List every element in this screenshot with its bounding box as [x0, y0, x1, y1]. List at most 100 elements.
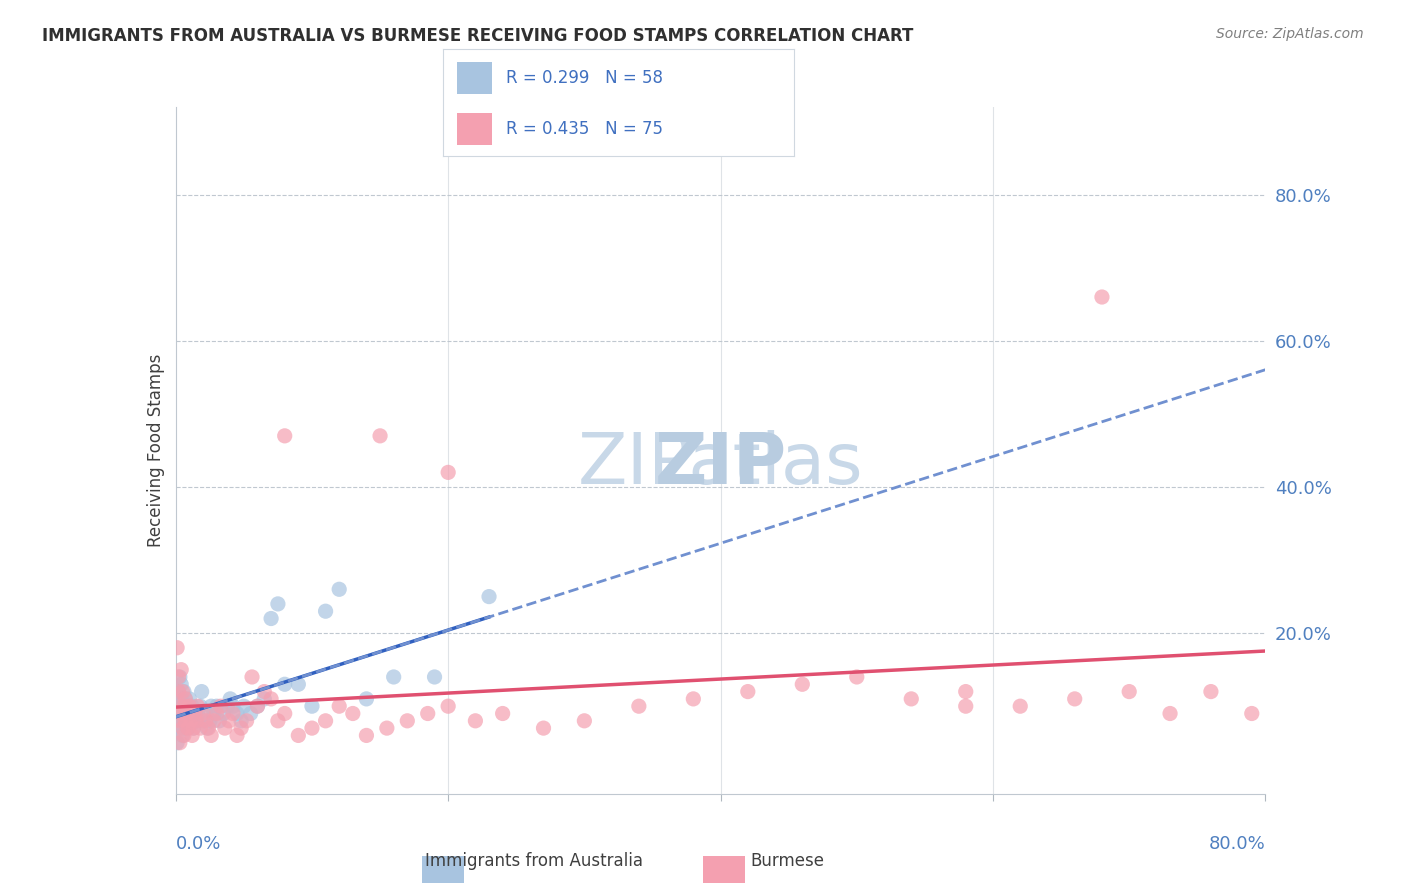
- Point: [1010, 699, 1032, 714]
- Text: ZIPatlas: ZIPatlas: [578, 430, 863, 499]
- Point: [1199, 684, 1222, 698]
- Point: [301, 699, 323, 714]
- Point: [492, 706, 515, 721]
- Point: [167, 684, 190, 698]
- Point: [174, 706, 197, 721]
- Point: [191, 714, 214, 728]
- Point: [205, 706, 228, 721]
- Point: [260, 611, 283, 625]
- Point: [166, 736, 188, 750]
- Point: [200, 728, 222, 742]
- Text: Source: ZipAtlas.com: Source: ZipAtlas.com: [1216, 27, 1364, 41]
- Point: [274, 677, 297, 691]
- Point: [188, 699, 211, 714]
- Point: [301, 721, 323, 735]
- Point: [181, 699, 204, 714]
- Point: [181, 728, 204, 742]
- Text: 80.0%: 80.0%: [1209, 835, 1265, 853]
- Point: [197, 721, 219, 735]
- Point: [253, 692, 276, 706]
- Point: [845, 670, 868, 684]
- Point: [186, 714, 208, 728]
- Point: [396, 714, 419, 728]
- Point: [209, 699, 232, 714]
- Point: [246, 699, 269, 714]
- Point: [194, 706, 217, 721]
- Point: [170, 692, 193, 706]
- Point: [179, 706, 201, 721]
- Point: [169, 714, 191, 728]
- Point: [955, 684, 977, 698]
- Text: R = 0.435   N = 75: R = 0.435 N = 75: [506, 120, 664, 138]
- Point: [194, 714, 217, 728]
- Point: [169, 721, 191, 735]
- Point: [1118, 684, 1140, 698]
- Point: [342, 706, 364, 721]
- Point: [186, 714, 208, 728]
- Point: [375, 721, 398, 735]
- Point: [198, 714, 221, 728]
- Point: [328, 699, 350, 714]
- Point: [205, 699, 228, 714]
- Point: [176, 706, 198, 721]
- Point: [315, 714, 337, 728]
- Text: ZIP: ZIP: [654, 430, 787, 499]
- Y-axis label: Receiving Food Stamps: Receiving Food Stamps: [146, 354, 165, 547]
- Point: [173, 721, 195, 735]
- Point: [176, 714, 198, 728]
- Point: [222, 699, 245, 714]
- Point: [627, 699, 650, 714]
- Point: [167, 670, 190, 684]
- Point: [260, 692, 283, 706]
- Text: Immigrants from Australia: Immigrants from Australia: [425, 852, 644, 870]
- Point: [226, 728, 249, 742]
- Point: [172, 721, 194, 735]
- Point: [214, 721, 236, 735]
- Point: [169, 670, 191, 684]
- Point: [174, 714, 197, 728]
- Point: [174, 692, 197, 706]
- Point: [169, 699, 191, 714]
- Point: [180, 714, 202, 728]
- Point: [315, 604, 337, 618]
- Point: [217, 699, 239, 714]
- Point: [423, 670, 446, 684]
- Point: [226, 706, 249, 721]
- Point: [183, 721, 205, 735]
- Point: [202, 714, 225, 728]
- Point: [219, 692, 242, 706]
- Point: [416, 706, 439, 721]
- Point: [235, 714, 257, 728]
- Point: [267, 714, 290, 728]
- Point: [274, 706, 297, 721]
- Point: [188, 721, 211, 735]
- Point: [231, 721, 253, 735]
- Point: [179, 692, 201, 706]
- Point: [208, 714, 231, 728]
- Point: [200, 699, 222, 714]
- Point: [382, 670, 405, 684]
- Point: [287, 728, 309, 742]
- Point: [287, 677, 309, 691]
- Point: [267, 597, 290, 611]
- Text: IMMIGRANTS FROM AUSTRALIA VS BURMESE RECEIVING FOOD STAMPS CORRELATION CHART: IMMIGRANTS FROM AUSTRALIA VS BURMESE REC…: [42, 27, 914, 45]
- Text: Burmese: Burmese: [751, 852, 824, 870]
- Point: [167, 714, 190, 728]
- Point: [190, 684, 212, 698]
- Point: [955, 699, 977, 714]
- Point: [1240, 706, 1263, 721]
- Point: [328, 582, 350, 597]
- Point: [1091, 290, 1114, 304]
- Point: [186, 699, 209, 714]
- Point: [356, 692, 378, 706]
- Point: [170, 663, 193, 677]
- Point: [574, 714, 596, 728]
- Point: [170, 706, 193, 721]
- Point: [173, 699, 195, 714]
- Point: [240, 670, 263, 684]
- Point: [172, 699, 194, 714]
- Point: [202, 706, 225, 721]
- Point: [186, 706, 209, 721]
- Point: [179, 699, 201, 714]
- Point: [437, 699, 460, 714]
